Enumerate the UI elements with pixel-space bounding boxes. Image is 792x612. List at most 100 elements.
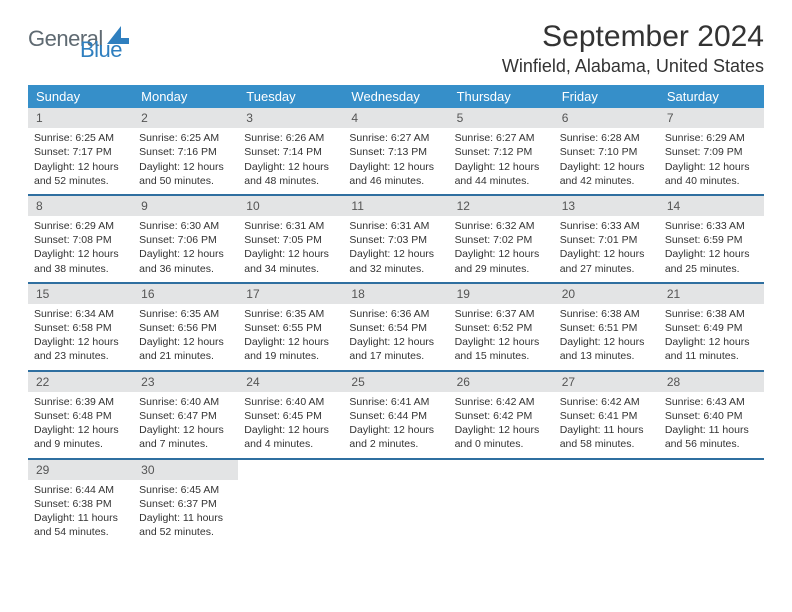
day-line: and 36 minutes.	[139, 262, 232, 276]
day-line: and 42 minutes.	[560, 174, 653, 188]
day-body-row: Sunrise: 6:34 AMSunset: 6:58 PM Daylight:…	[28, 304, 764, 371]
day-line: Sunrise: 6:27 AM	[349, 131, 442, 145]
day-line: Sunrise: 6:28 AM	[560, 131, 653, 145]
day-body-cell: Sunrise: 6:38 AMSunset: 6:49 PMDaylight:…	[659, 304, 764, 371]
day-line: Sunset: 6:59 PM	[665, 233, 758, 247]
day-line: and 46 minutes.	[349, 174, 442, 188]
day-line: Sunrise: 6:31 AM	[244, 219, 337, 233]
day-line: Daylight: 12 hours	[349, 423, 442, 437]
day-number-cell: 22	[28, 371, 133, 392]
day-line: Daylight: 12 hours	[349, 247, 442, 261]
day-line: and 52 minutes.	[34, 174, 127, 188]
page-header: General Blue September 2024 Winfield, Al…	[28, 20, 764, 77]
day-body-cell: Sunrise: 6:32 AMSunset: 7:02 PMDaylight:…	[449, 216, 554, 283]
day-line: Sunrise: 6:36 AM	[349, 307, 442, 321]
day-line: Sunrise: 6:34 AM	[34, 307, 127, 321]
day-body-cell: Sunrise: 6:41 AMSunset: 6:44 PMDaylight:…	[343, 392, 448, 459]
day-line: Daylight: 12 hours	[665, 160, 758, 174]
day-line: and 27 minutes.	[560, 262, 653, 276]
day-number-cell	[343, 459, 448, 480]
day-line: and 13 minutes.	[560, 349, 653, 363]
day-line: Sunset: 7:08 PM	[34, 233, 127, 247]
day-line: Sunset: 7:02 PM	[455, 233, 548, 247]
day-line: Sunset: 7:05 PM	[244, 233, 337, 247]
day-body-cell: Sunrise: 6:42 AMSunset: 6:42 PMDaylight:…	[449, 392, 554, 459]
day-line: Daylight: 12 hours	[349, 335, 442, 349]
day-number-cell	[554, 459, 659, 480]
day-body-cell: Sunrise: 6:30 AMSunset: 7:06 PMDaylight:…	[133, 216, 238, 283]
day-line: Daylight: 11 hours	[139, 511, 232, 525]
day-number-cell: 2	[133, 108, 238, 128]
day-body-row: Sunrise: 6:39 AMSunset: 6:48 PMDaylight:…	[28, 392, 764, 459]
day-line: Daylight: 12 hours	[560, 160, 653, 174]
day-line: Sunset: 6:41 PM	[560, 409, 653, 423]
day-number-cell: 29	[28, 459, 133, 480]
day-number-cell: 3	[238, 108, 343, 128]
day-line: Sunset: 6:37 PM	[139, 497, 232, 511]
day-number-row: 1234567	[28, 108, 764, 128]
day-number-cell: 19	[449, 283, 554, 304]
day-line: Sunset: 6:40 PM	[665, 409, 758, 423]
day-body-cell: Sunrise: 6:35 AMSunset: 6:55 PMDaylight:…	[238, 304, 343, 371]
day-body-row: Sunrise: 6:25 AMSunset: 7:17 PMDaylight:…	[28, 128, 764, 195]
day-body-cell	[659, 480, 764, 546]
day-body-cell	[238, 480, 343, 546]
day-line: Sunrise: 6:38 AM	[665, 307, 758, 321]
day-number-cell: 11	[343, 195, 448, 216]
day-body-cell	[554, 480, 659, 546]
day-line: Sunrise: 6:39 AM	[34, 395, 127, 409]
day-line: Sunrise: 6:33 AM	[665, 219, 758, 233]
day-line: and 19 minutes.	[244, 349, 337, 363]
day-line: Sunrise: 6:32 AM	[455, 219, 548, 233]
day-line: and 29 minutes.	[455, 262, 548, 276]
day-body-cell: Sunrise: 6:29 AMSunset: 7:09 PMDaylight:…	[659, 128, 764, 195]
day-body-cell: Sunrise: 6:45 AMSunset: 6:37 PMDaylight:…	[133, 480, 238, 546]
day-line: and 54 minutes.	[34, 525, 127, 539]
day-line: and 7 minutes.	[139, 437, 232, 451]
day-body-cell: Sunrise: 6:44 AMSunset: 6:38 PMDaylight:…	[28, 480, 133, 546]
day-line: and 4 minutes.	[244, 437, 337, 451]
day-body-cell: Sunrise: 6:27 AMSunset: 7:13 PMDaylight:…	[343, 128, 448, 195]
day-body-cell: Sunrise: 6:33 AMSunset: 6:59 PMDaylight:…	[659, 216, 764, 283]
day-number-cell: 8	[28, 195, 133, 216]
day-body-cell: Sunrise: 6:33 AMSunset: 7:01 PMDaylight:…	[554, 216, 659, 283]
day-line: Sunrise: 6:42 AM	[560, 395, 653, 409]
day-line: Sunrise: 6:41 AM	[349, 395, 442, 409]
day-line: Sunset: 7:09 PM	[665, 145, 758, 159]
day-line: and 52 minutes.	[139, 525, 232, 539]
day-number-cell	[449, 459, 554, 480]
day-line: Sunset: 7:14 PM	[244, 145, 337, 159]
day-body-cell: Sunrise: 6:36 AMSunset: 6:54 PMDaylight:…	[343, 304, 448, 371]
day-line: Sunset: 6:58 PM	[34, 321, 127, 335]
day-body-cell: Sunrise: 6:28 AMSunset: 7:10 PMDaylight:…	[554, 128, 659, 195]
day-line: Daylight: 12 hours	[34, 423, 127, 437]
weekday-header: Saturday	[659, 85, 764, 108]
day-number-cell: 12	[449, 195, 554, 216]
day-body-cell: Sunrise: 6:37 AMSunset: 6:52 PMDaylight:…	[449, 304, 554, 371]
day-line: Sunrise: 6:29 AM	[665, 131, 758, 145]
month-title: September 2024	[502, 20, 764, 54]
day-line: Daylight: 12 hours	[560, 247, 653, 261]
brand-logo: General Blue	[28, 26, 129, 52]
day-line: Sunrise: 6:29 AM	[34, 219, 127, 233]
day-number-row: 2930	[28, 459, 764, 480]
day-body-cell: Sunrise: 6:29 AMSunset: 7:08 PMDaylight:…	[28, 216, 133, 283]
day-number-cell: 5	[449, 108, 554, 128]
day-number-cell: 17	[238, 283, 343, 304]
day-number-cell: 20	[554, 283, 659, 304]
day-line: Sunrise: 6:42 AM	[455, 395, 548, 409]
day-line: Sunset: 6:52 PM	[455, 321, 548, 335]
day-line: Sunset: 6:48 PM	[34, 409, 127, 423]
day-body-cell: Sunrise: 6:39 AMSunset: 6:48 PMDaylight:…	[28, 392, 133, 459]
day-body-cell: Sunrise: 6:25 AMSunset: 7:17 PMDaylight:…	[28, 128, 133, 195]
day-number-cell	[659, 459, 764, 480]
day-number-cell: 18	[343, 283, 448, 304]
day-line: Daylight: 12 hours	[139, 423, 232, 437]
day-line: Sunset: 6:45 PM	[244, 409, 337, 423]
day-body-cell: Sunrise: 6:40 AMSunset: 6:47 PMDaylight:…	[133, 392, 238, 459]
day-body-cell: Sunrise: 6:27 AMSunset: 7:12 PMDaylight:…	[449, 128, 554, 195]
day-line: and 50 minutes.	[139, 174, 232, 188]
day-line: and 0 minutes.	[455, 437, 548, 451]
day-line: Sunrise: 6:44 AM	[34, 483, 127, 497]
day-line: Daylight: 12 hours	[455, 160, 548, 174]
